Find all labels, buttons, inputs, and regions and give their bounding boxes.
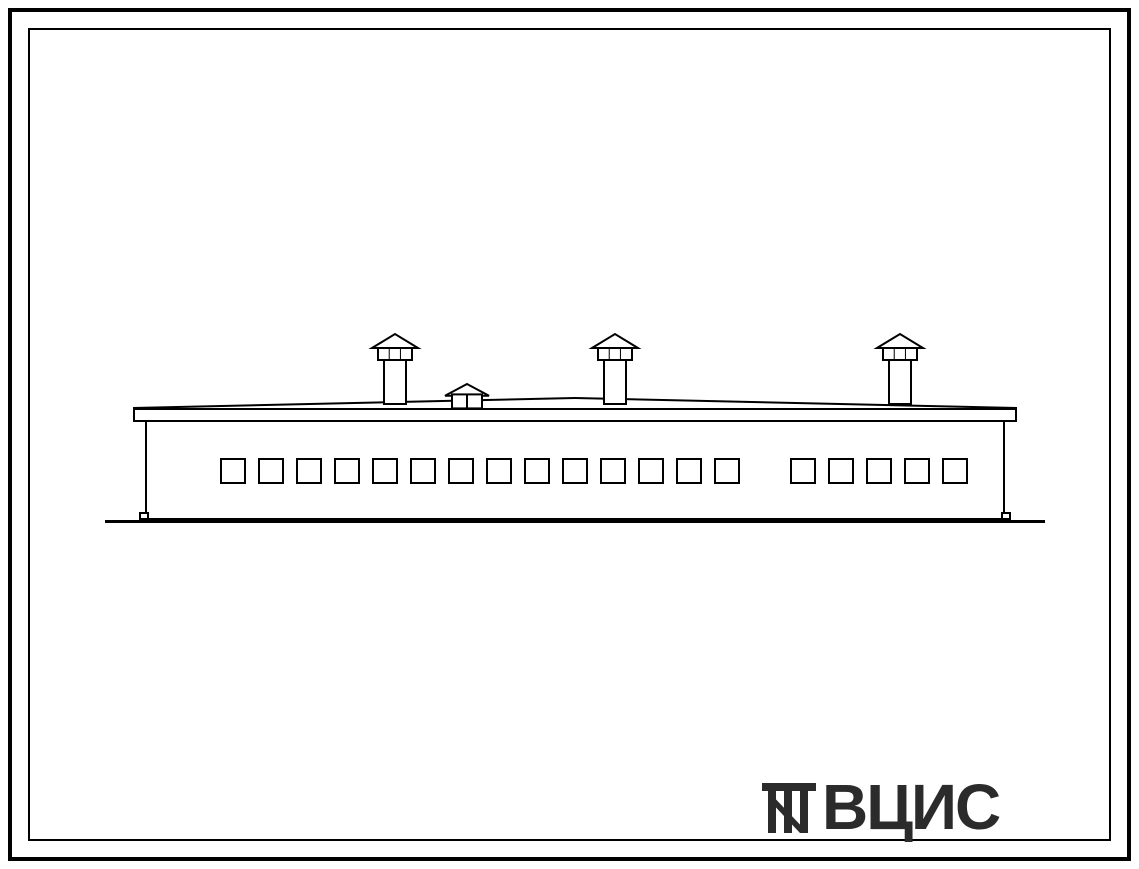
chimney: [372, 334, 418, 404]
window: [600, 458, 626, 484]
logo-mark-icon: [760, 778, 818, 836]
window: [258, 458, 284, 484]
window: [562, 458, 588, 484]
window: [334, 458, 360, 484]
window: [866, 458, 892, 484]
window: [448, 458, 474, 484]
ground-line: [105, 520, 1045, 523]
window: [828, 458, 854, 484]
window: [638, 458, 664, 484]
window: [296, 458, 322, 484]
window: [904, 458, 930, 484]
window: [524, 458, 550, 484]
window: [714, 458, 740, 484]
window: [372, 458, 398, 484]
brand-logo: ВЦИС: [760, 770, 999, 844]
window: [410, 458, 436, 484]
window: [790, 458, 816, 484]
logo-text: ВЦИС: [822, 770, 999, 844]
window: [942, 458, 968, 484]
window: [676, 458, 702, 484]
chimney: [877, 334, 923, 404]
roof-dormer: [445, 384, 489, 410]
base-lip-right: [1001, 512, 1011, 520]
window: [486, 458, 512, 484]
window: [220, 458, 246, 484]
base-lip-left: [139, 512, 149, 520]
chimney: [592, 334, 638, 404]
elevation-drawing: [85, 60, 1055, 730]
